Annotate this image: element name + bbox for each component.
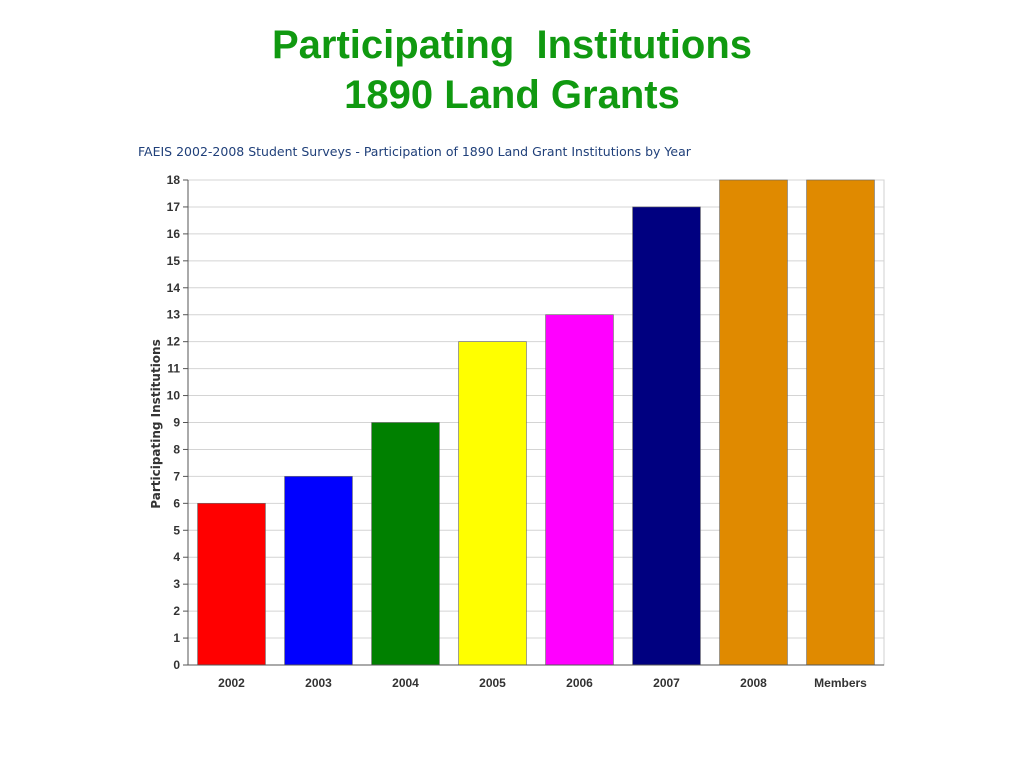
y-tick-label: 6 [173, 496, 180, 510]
y-tick-label: 13 [167, 308, 181, 322]
y-tick-label: 10 [167, 389, 181, 403]
chart-title: FAEIS 2002-2008 Student Surveys - Partic… [138, 144, 691, 159]
bar [719, 179, 788, 666]
x-tick-label: 2003 [305, 676, 332, 690]
y-tick-label: 11 [167, 362, 180, 376]
y-tick-label: 14 [167, 281, 181, 295]
y-tick-label: 2 [173, 604, 180, 618]
bar [806, 179, 875, 666]
y-tick-label: 4 [173, 550, 180, 564]
y-tick-label: 3 [173, 577, 180, 591]
x-tick-label: 2006 [566, 676, 593, 690]
y-tick-label: 17 [167, 200, 181, 214]
y-tick-label: 12 [167, 335, 181, 349]
y-tick-label: 0 [173, 658, 180, 672]
x-tick-label: 2008 [740, 676, 767, 690]
x-tick-label: 2005 [479, 676, 506, 690]
x-tick-label: Members [814, 676, 867, 690]
x-tick-label: 2007 [653, 676, 680, 690]
y-tick-label: 5 [173, 523, 180, 537]
slide-title: Participating Institutions 1890 Land Gra… [0, 20, 1024, 120]
y-tick-label: 15 [167, 254, 181, 268]
slide-title-line-1: Participating Institutions [271, 23, 753, 67]
bar [371, 422, 440, 666]
y-tick-label: 16 [167, 227, 181, 241]
bar [632, 206, 701, 666]
bars [197, 179, 875, 666]
y-tick-label: 9 [173, 416, 180, 430]
slide-title-line-2: 1890 Land Grants [344, 73, 680, 117]
y-tick-label: 7 [173, 469, 180, 483]
y-tick-label: 1 [173, 631, 180, 645]
bar [458, 341, 527, 666]
y-tick-label: 8 [173, 442, 180, 456]
bar [545, 314, 614, 666]
axes [183, 179, 884, 666]
x-tick-label: 2002 [218, 676, 245, 690]
bar [284, 476, 353, 666]
x-tick-label: 2004 [392, 676, 419, 690]
bar [197, 503, 266, 666]
y-axis-title: Participating Institutions [149, 339, 163, 508]
chart-panel: FAEIS 2002-2008 Student Surveys - Partic… [138, 140, 888, 696]
y-tick-label: 18 [167, 173, 181, 187]
